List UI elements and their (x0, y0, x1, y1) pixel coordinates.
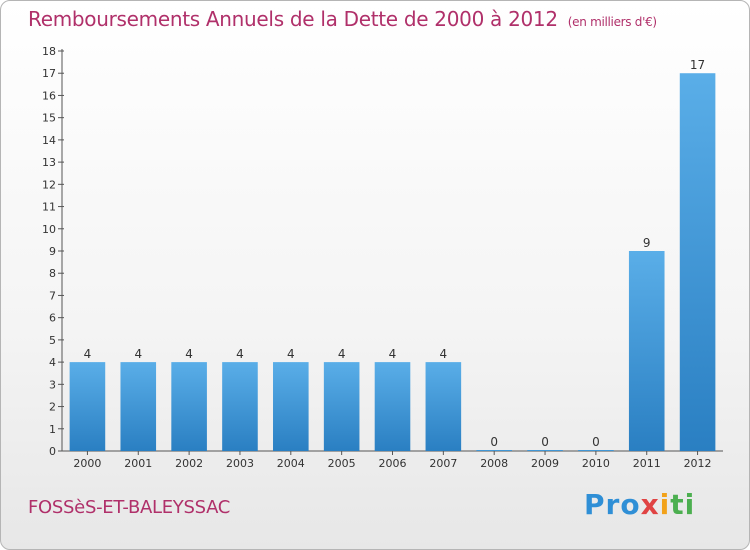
y-tick-label: 1 (49, 423, 56, 436)
y-tick-label: 9 (49, 245, 56, 258)
bar-2009 (527, 450, 563, 451)
x-tick-label: 2009 (531, 457, 559, 470)
x-tick-label: 2005 (328, 457, 356, 470)
data-label: 4 (440, 347, 448, 361)
unit-label: (en milliers d'€) (567, 15, 657, 29)
x-tick-label: 2007 (429, 457, 457, 470)
data-label: 0 (490, 435, 498, 449)
bar-2007 (425, 362, 462, 451)
chart-title: Remboursements Annuels de la Dette de 20… (28, 7, 657, 31)
chart-title-text: Remboursements Annuels de la Dette de 20… (28, 7, 558, 31)
x-tick-label: 2010 (582, 457, 610, 470)
bar-2000 (69, 362, 106, 451)
x-tick-label: 2003 (226, 457, 254, 470)
y-tick-label: 16 (42, 89, 56, 102)
y-tick-label: 0 (49, 445, 56, 458)
y-tick-label: 15 (42, 112, 56, 125)
y-tick-label: 10 (42, 223, 56, 236)
x-tick-label: 2000 (73, 457, 101, 470)
logo-part-4: ti (670, 488, 696, 521)
data-label: 4 (287, 347, 295, 361)
y-tick-label: 14 (42, 134, 56, 147)
data-label: 4 (338, 347, 346, 361)
y-tick-label: 3 (49, 378, 56, 391)
bar-2012 (679, 73, 716, 451)
bar-2001 (120, 362, 157, 451)
bar-2004 (273, 362, 309, 451)
commune-name: FOSSèS-ET-BALEYSSAC (28, 497, 231, 518)
x-tick-label: 2008 (480, 457, 508, 470)
data-label: 4 (84, 347, 92, 361)
x-tick-label: 2002 (175, 457, 203, 470)
data-label: 17 (690, 58, 705, 72)
bar-2010 (578, 450, 614, 451)
y-tick-label: 5 (49, 334, 56, 347)
data-label: 4 (185, 347, 193, 361)
bar-2002 (171, 362, 207, 451)
x-tick-label: 2011 (633, 457, 661, 470)
bar-2005 (323, 362, 360, 451)
x-tick-label: 2012 (684, 457, 712, 470)
y-tick-label: 18 (42, 45, 56, 58)
x-tick-label: 2006 (379, 457, 407, 470)
data-label: 0 (592, 435, 600, 449)
bar-2003 (222, 362, 258, 451)
y-tick-label: 8 (49, 267, 56, 280)
data-label: 4 (134, 347, 142, 361)
y-tick-label: 4 (49, 356, 56, 369)
bar-2008 (476, 450, 512, 451)
logo-part-3: i (659, 488, 671, 521)
data-label: 4 (389, 347, 397, 361)
x-tick-label: 2001 (124, 457, 152, 470)
bar-2006 (374, 362, 411, 451)
y-tick-label: 7 (49, 289, 56, 302)
data-label: 0 (541, 435, 549, 449)
logo-part-1: Pro (584, 488, 641, 521)
data-label: 9 (643, 236, 651, 250)
data-label: 4 (236, 347, 244, 361)
y-tick-label: 12 (42, 178, 56, 191)
logo-part-2: x (640, 488, 660, 521)
x-tick-label: 2004 (277, 457, 305, 470)
y-tick-label: 17 (42, 67, 56, 80)
proxiti-logo: Proxiti (584, 488, 695, 521)
y-tick-label: 2 (49, 401, 56, 414)
y-tick-label: 11 (42, 201, 56, 214)
bar-2011 (628, 251, 665, 451)
y-tick-label: 13 (42, 156, 56, 169)
y-tick-label: 6 (49, 312, 56, 325)
